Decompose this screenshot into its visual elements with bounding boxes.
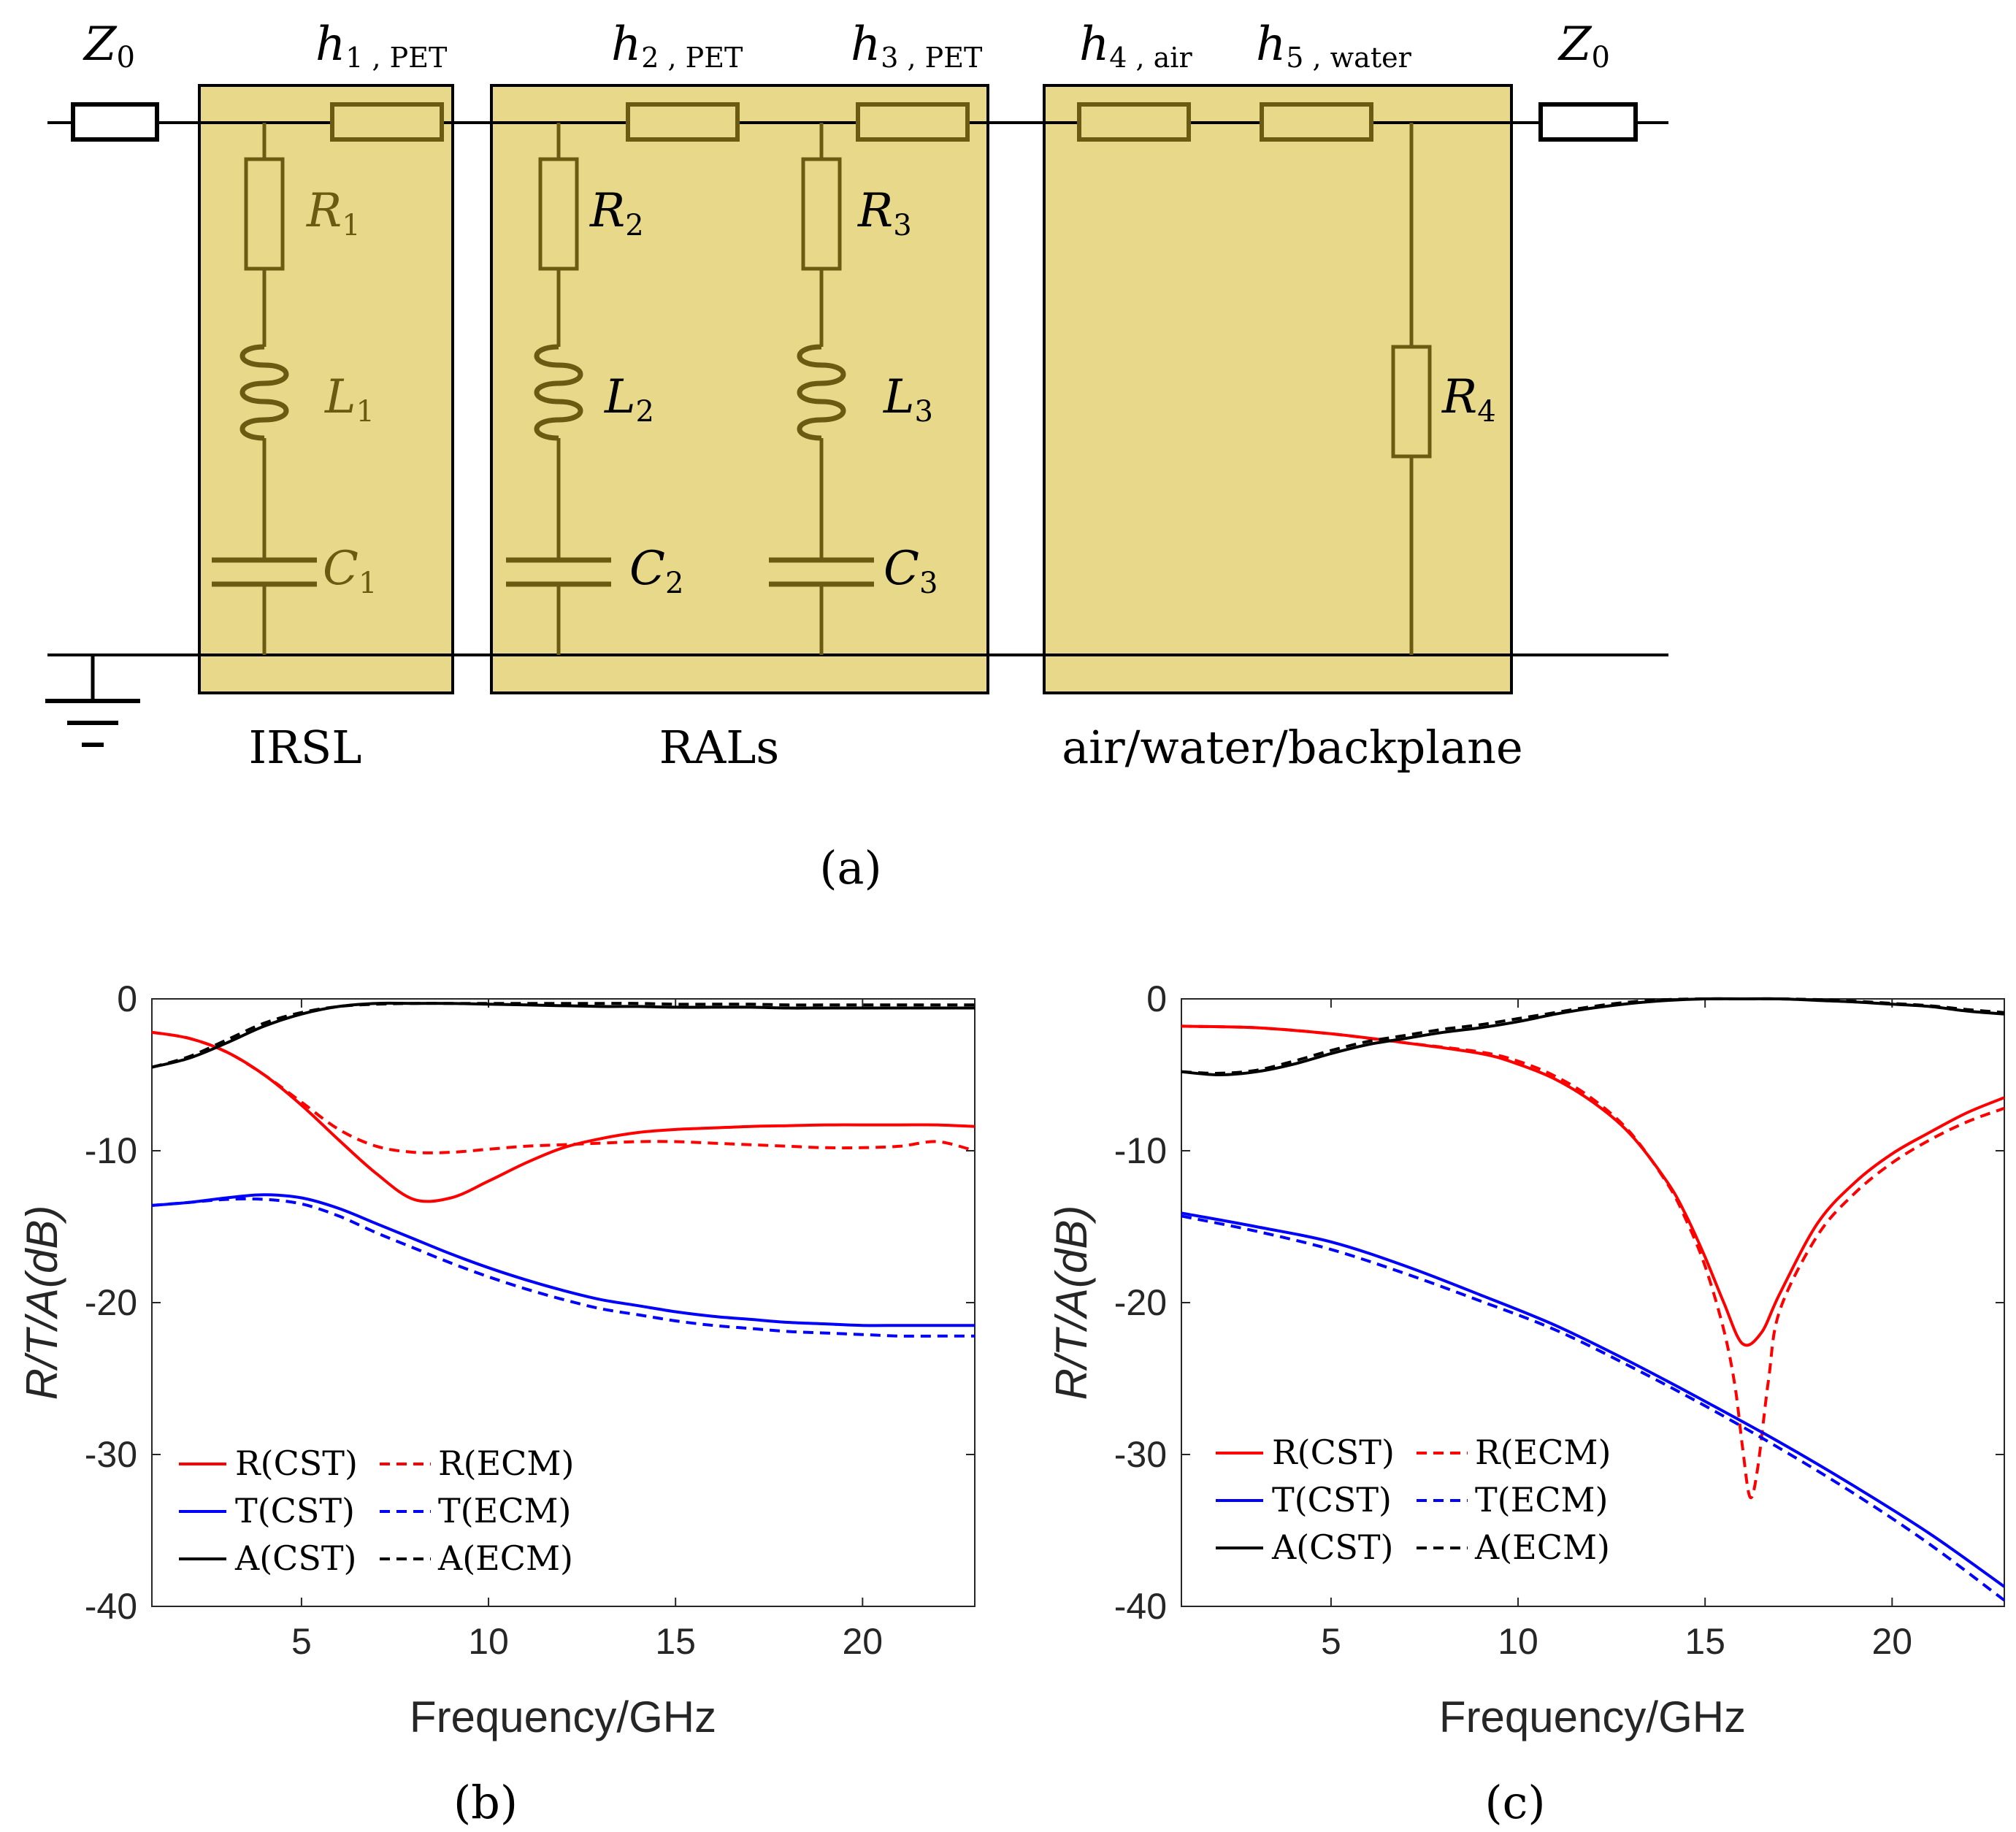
chart-b-ytick-label: -30 [85,1434,137,1475]
r2-label: R2 [589,184,644,242]
h3-label: h3 , PET [851,18,982,74]
chart-c-xtick-label: 20 [1872,1621,1913,1662]
h4-segment [1077,102,1191,142]
chart-b-legend-box [166,1431,586,1584]
h5-segment [1260,102,1373,142]
chart-b-ytick-label: -10 [85,1130,137,1171]
c1-label: C1 [323,542,377,600]
chart-c-ylabel: R/T/A(dB) [1047,1206,1096,1400]
c2-label: C2 [629,542,683,600]
chart-b-xlabel: Frequency/GHz [410,1693,716,1741]
h5-label: h5 , water [1256,18,1412,74]
legend-b-r-ecm: R(ECM) [438,1444,574,1483]
ground-symbol [45,655,140,747]
chart-b-series-a-ecm [151,1002,975,1069]
chart-c-xlabel: Frequency/GHz [1439,1693,1746,1741]
h2-label: h2 , PET [611,18,743,74]
legend-b-t-cst: T(CST) [235,1491,355,1530]
chart-c-ytick-label: -30 [1114,1434,1167,1475]
chart-c: 5 10 15 20 0 -10 -20 -30 -40 Frequency/GHz R/T/A… [1047,978,2006,1829]
chart-b-xtick-label: 5 [291,1621,312,1662]
chart-b-series-a-cst [151,1001,975,1069]
chart-c-ytick-label: 0 [1146,978,1167,1019]
group-label-irsl: IRSL [249,721,362,774]
top-labels: Z0 Z0 h1 , PET h2 , PET h3 , PET h4 , ai… [83,18,1610,74]
legend-c-r-cst: R(CST) [1272,1433,1395,1472]
group-box-backplane [1043,84,1513,694]
chart-c-legend-box [1201,1420,1625,1574]
chart-b-xtick-label: 10 [468,1621,509,1662]
group-label-rals: RALs [659,721,779,774]
legend-c-r-ecm: R(ECM) [1475,1433,1611,1472]
chart-b-series-t-cst [151,1193,975,1327]
group-label-backplane: air/water/backplane [1062,721,1523,774]
r3-label: R3 [857,184,912,242]
line-segments [330,102,1373,142]
circuit-diagram: Z0 Z0 h1 , PET h2 , PET h3 , PET h4 , ai… [45,18,1668,894]
legend-b-a-cst: A(CST) [234,1538,357,1578]
legend-b-a-ecm: A(ECM) [437,1538,573,1578]
group-labels: IRSL RALs air/water/backplane [249,721,1523,774]
chart-c-ytick-label: -40 [1114,1586,1167,1627]
chart-b: 5 10 15 20 0 -10 -20 -30 -40 Frequency/GHz R/T/A… [18,978,976,1829]
legend-c-a-ecm: A(ECM) [1474,1528,1610,1567]
z0-left-resistor [71,102,159,142]
shunt-branches [212,123,1432,655]
chart-c-series-a-ecm [1181,997,2005,1075]
chart-c-legend: R(CST) R(ECM) T(CST) T(ECM) A(CST) A(ECM… [1201,1420,1625,1574]
h4-label: h4 , air [1079,18,1192,74]
chart-b-series [151,1001,976,1338]
component-labels: R1 L1 C1 R2 L2 C2 R3 L3 C3 R4 [306,184,1496,600]
chart-c-ticks: 5 10 15 20 0 -10 -20 -30 -40 [1114,978,2004,1662]
chart-b-legend: R(CST) R(ECM) T(CST) T(ECM) A(CST) A(ECM… [166,1431,586,1584]
chart-c-series-t-ecm [1181,1214,2006,1602]
h1-label: h1 , PET [315,18,447,74]
chart-b-xtick-label: 15 [655,1621,696,1662]
l2-label: L2 [604,370,654,429]
chart-c-ytick-label: -20 [1114,1282,1167,1323]
chart-b-ylabel: R/T/A(dB) [18,1206,66,1400]
h2-segment [626,102,740,142]
legend-c-t-cst: T(CST) [1272,1480,1392,1519]
caption-b: (b) [453,1776,518,1829]
chart-b-xtick-label: 20 [843,1621,884,1662]
chart-b-ytick-label: -20 [85,1282,137,1323]
caption-a: (a) [819,841,881,894]
chart-c-series [1181,997,2006,1602]
legend-b-r-cst: R(CST) [235,1444,358,1483]
chart-c-xtick-label: 10 [1498,1621,1538,1662]
l1-label: L1 [324,370,375,429]
z0-left-label: Z0 [83,18,135,74]
chart-b-series-t-ecm [151,1197,975,1338]
h1-segment [330,102,444,142]
chart-c-xtick-label: 15 [1685,1621,1725,1662]
chart-b-series-r-ecm [151,1030,976,1154]
r1-label: R1 [306,184,361,242]
c3-label: C3 [884,542,938,600]
legend-c-a-cst: A(CST) [1271,1528,1394,1567]
legend-b-t-ecm: T(ECM) [438,1491,571,1530]
z0-right-label: Z0 [1557,18,1610,74]
r4-label: R4 [1441,370,1496,429]
chart-c-series-r-ecm [1181,1024,2005,1500]
legend-c-t-ecm: T(ECM) [1475,1480,1608,1519]
chart-b-ticks: 5 10 15 20 0 -10 -20 -30 -40 [85,978,975,1662]
chart-c-series-t-cst [1181,1211,2006,1588]
chart-b-ytick-label: -40 [85,1586,137,1627]
l3-label: L3 [883,370,933,429]
z0-right-resistor [1538,102,1638,142]
h3-segment [856,102,970,142]
chart-c-ytick-label: -10 [1114,1130,1167,1171]
chart-c-xtick-label: 5 [1321,1621,1341,1662]
caption-c: (c) [1484,1776,1545,1829]
chart-b-ytick-label: 0 [117,978,137,1019]
